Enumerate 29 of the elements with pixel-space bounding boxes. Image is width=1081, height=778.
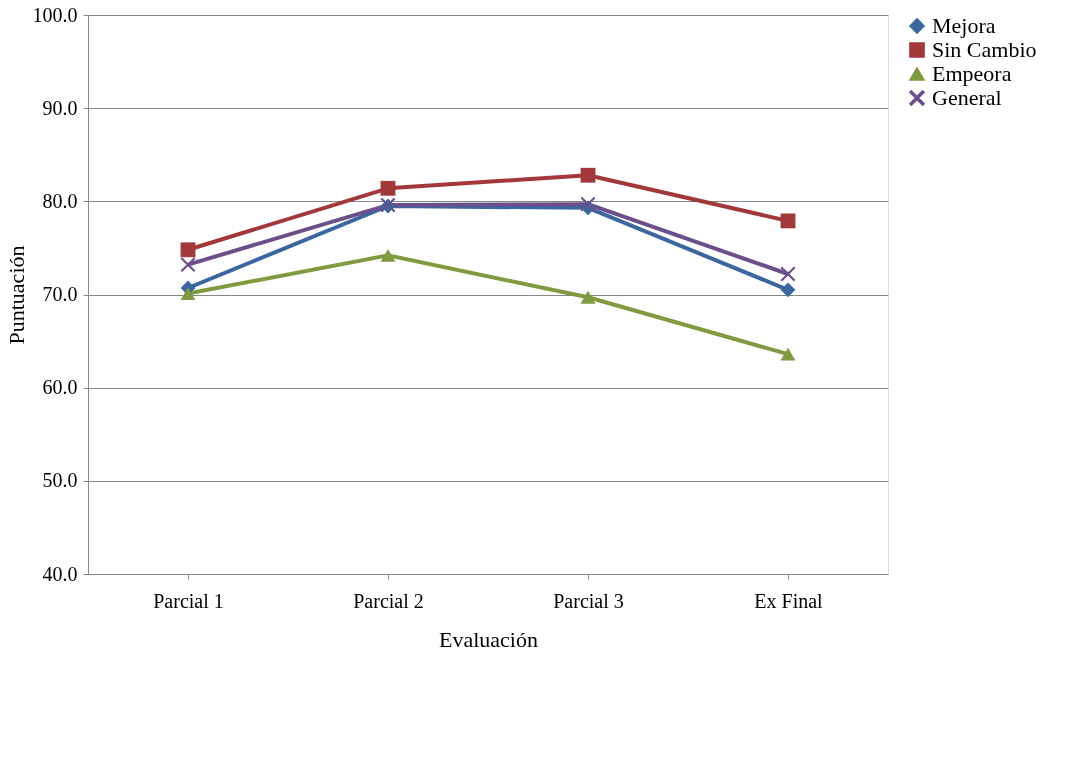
legend-label: General (932, 85, 1002, 110)
x-axis-title: Evaluación (439, 626, 538, 652)
point (780, 266, 796, 282)
x-tick-label: Parcial 3 (553, 589, 624, 612)
point (180, 257, 196, 273)
point (580, 167, 596, 183)
x-tick-label: Ex Final (754, 589, 824, 612)
point (580, 196, 596, 212)
y-tick-label: 100.0 (32, 3, 78, 26)
point (180, 287, 196, 300)
point (380, 180, 396, 196)
point (180, 242, 196, 258)
legend-label: Mejora (932, 13, 996, 38)
point (780, 347, 796, 361)
legend-label: Sin Cambio (932, 37, 1037, 62)
y-tick-label: 40.0 (42, 562, 78, 585)
y-tick-label: 70.0 (42, 283, 78, 305)
y-tick-label: 60.0 (42, 376, 78, 399)
legend-label: Empeora (932, 61, 1012, 86)
y-tick-label: 80.0 (42, 189, 78, 212)
x-tick-label: Parcial 1 (153, 589, 224, 612)
y-tick-label: 90.0 (42, 96, 78, 119)
point (380, 248, 396, 262)
point (780, 213, 796, 229)
y-tick-label: 50.0 (42, 469, 78, 492)
y-axis-title: Puntuación (3, 245, 29, 345)
point (580, 290, 596, 304)
point (780, 282, 796, 298)
x-tick-label: Parcial 2 (353, 589, 424, 612)
